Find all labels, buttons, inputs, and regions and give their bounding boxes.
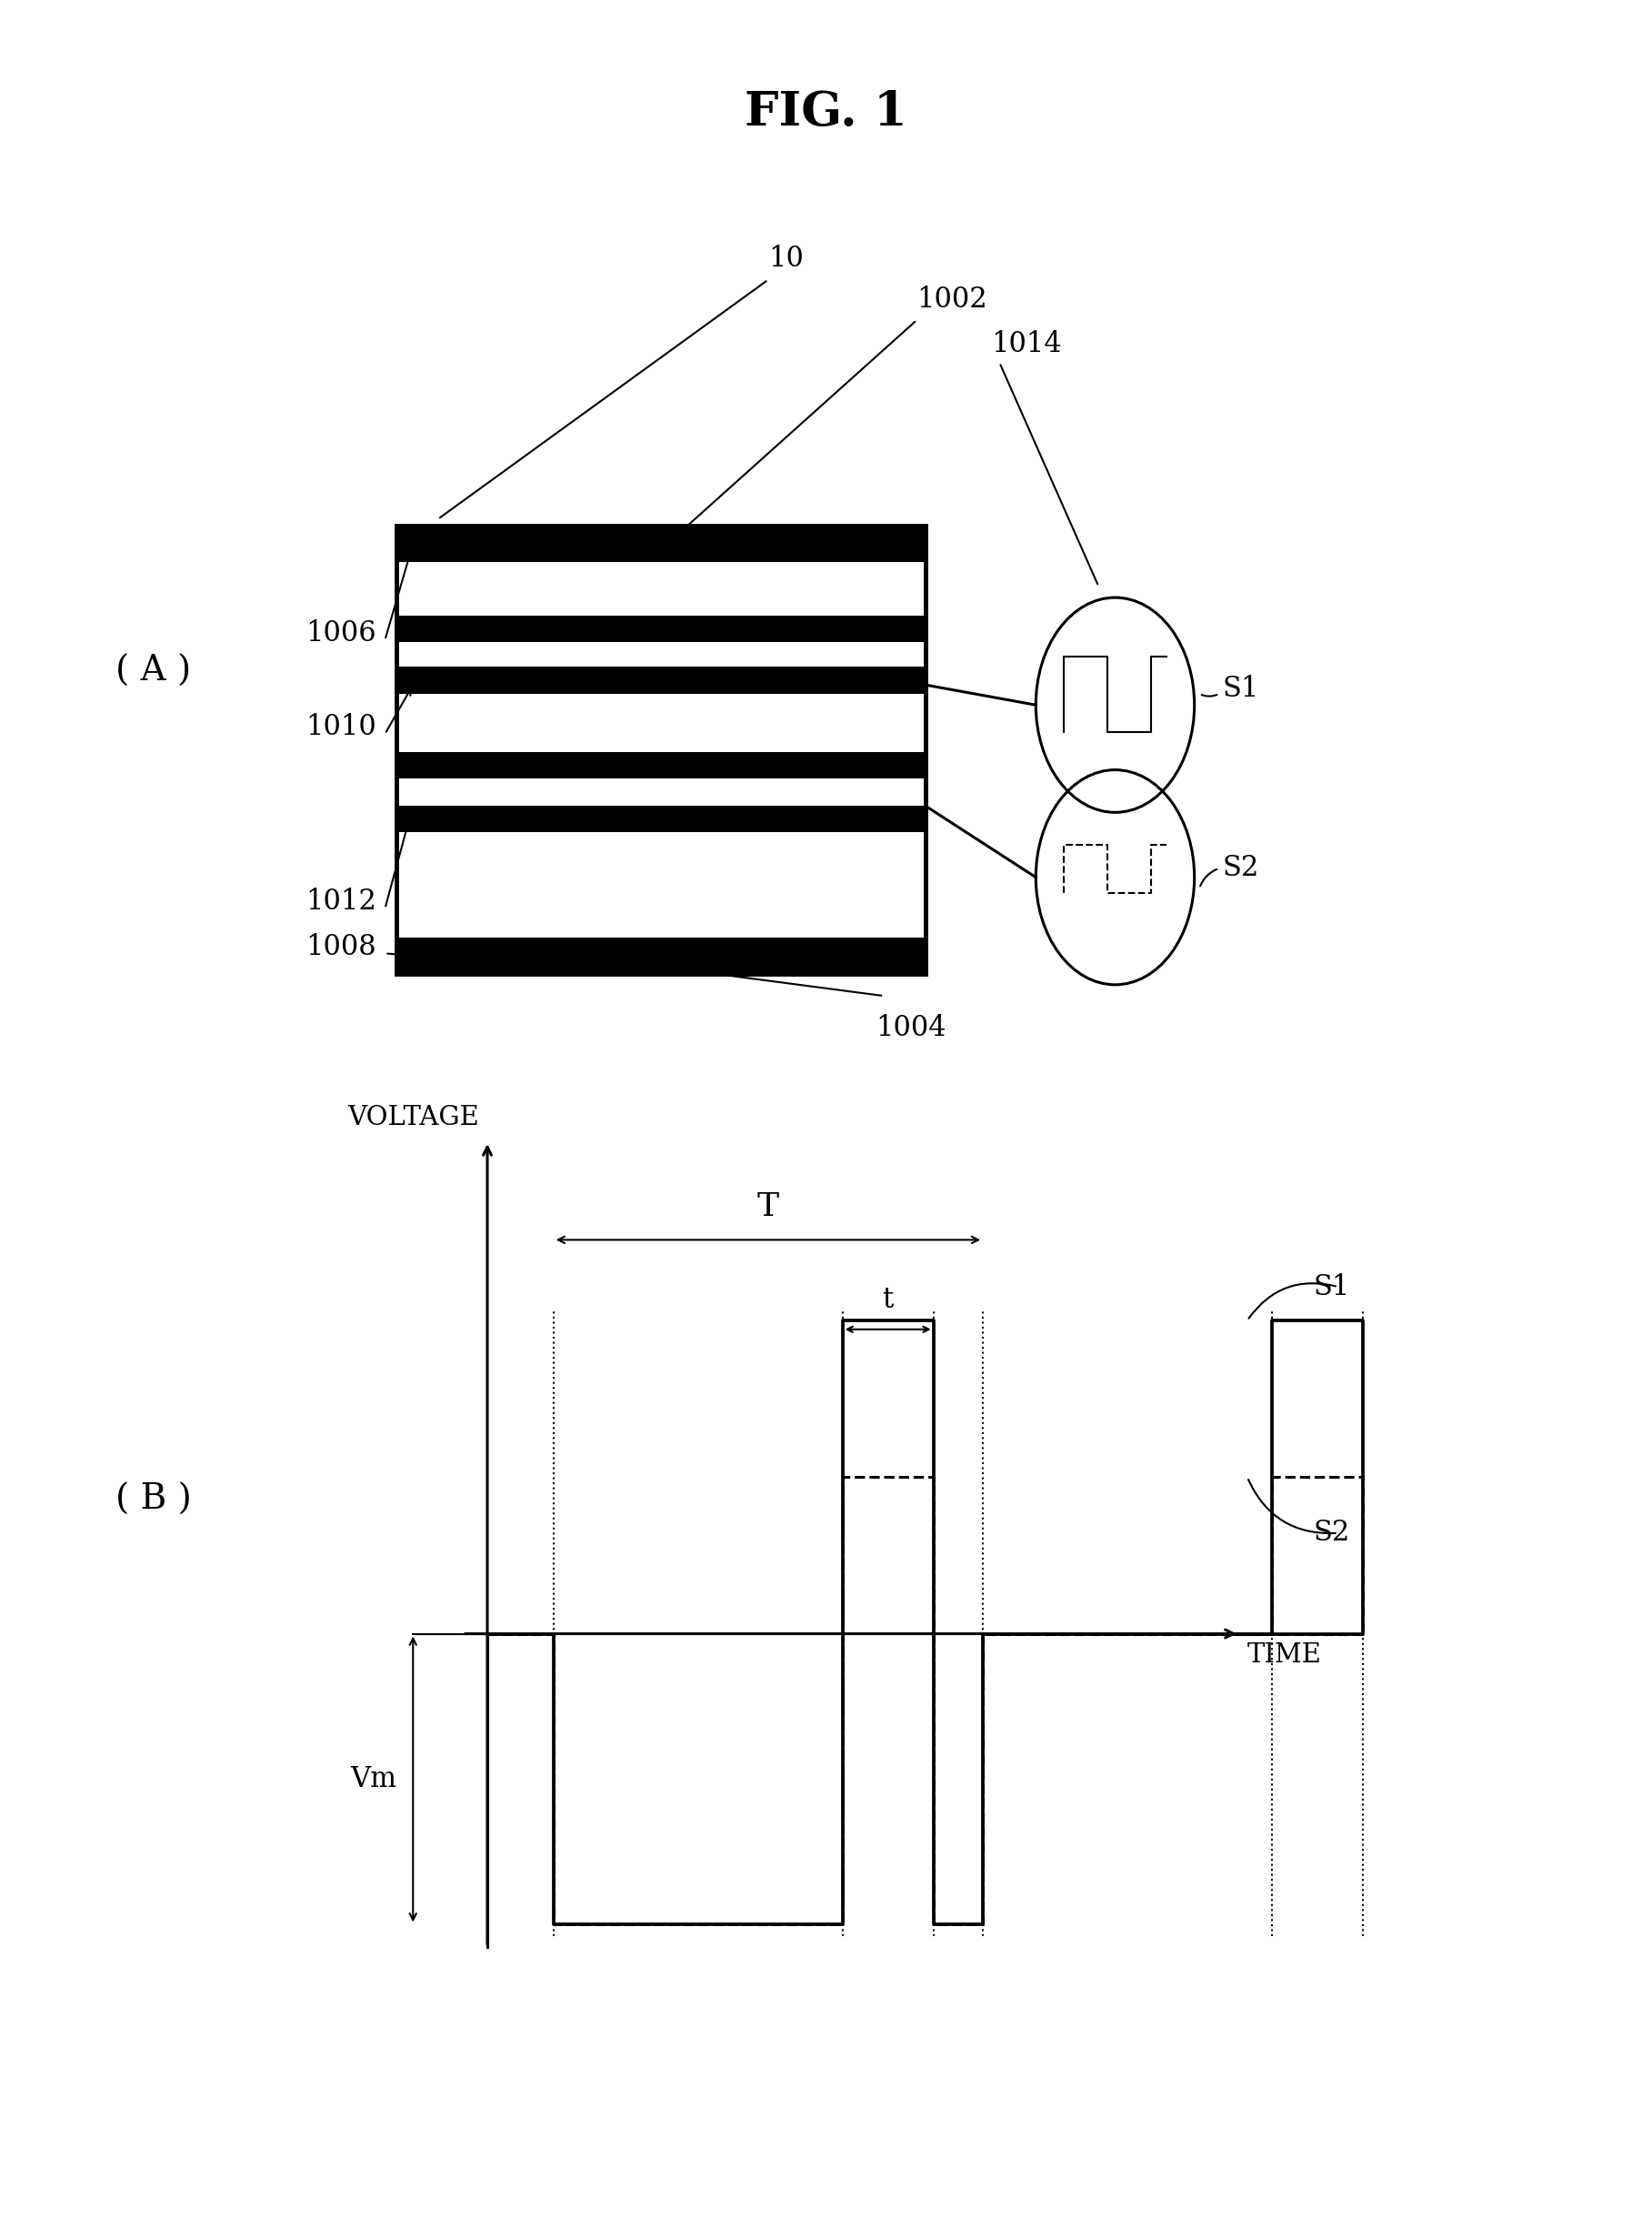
Text: 1012: 1012 bbox=[306, 888, 377, 915]
Bar bbox=[396, 667, 925, 694]
Bar bbox=[396, 615, 925, 642]
Text: 1008: 1008 bbox=[306, 933, 377, 960]
Text: T: T bbox=[757, 1191, 780, 1222]
Text: 1004: 1004 bbox=[876, 1014, 947, 1043]
Text: t: t bbox=[882, 1285, 894, 1314]
Text: S2: S2 bbox=[1222, 855, 1259, 882]
Text: 1010: 1010 bbox=[306, 714, 377, 741]
Bar bbox=[396, 526, 925, 974]
Text: VOLTAGE: VOLTAGE bbox=[347, 1106, 479, 1130]
Text: S1: S1 bbox=[1313, 1273, 1350, 1300]
Text: ( A ): ( A ) bbox=[116, 653, 192, 689]
Bar bbox=[396, 806, 925, 833]
Text: S2: S2 bbox=[1313, 1520, 1350, 1546]
Text: TIME: TIME bbox=[1247, 1643, 1322, 1667]
Text: 1002: 1002 bbox=[917, 284, 988, 313]
Text: FIG. 1: FIG. 1 bbox=[745, 90, 907, 137]
Text: ( B ): ( B ) bbox=[116, 1482, 192, 1517]
Bar bbox=[396, 938, 925, 974]
Text: S1: S1 bbox=[1222, 676, 1259, 703]
Bar bbox=[396, 752, 925, 779]
Text: 1014: 1014 bbox=[991, 329, 1062, 358]
Bar bbox=[396, 526, 925, 562]
Text: 1006: 1006 bbox=[306, 620, 377, 647]
Text: 10: 10 bbox=[768, 244, 803, 273]
Text: Vm: Vm bbox=[350, 1766, 396, 1793]
